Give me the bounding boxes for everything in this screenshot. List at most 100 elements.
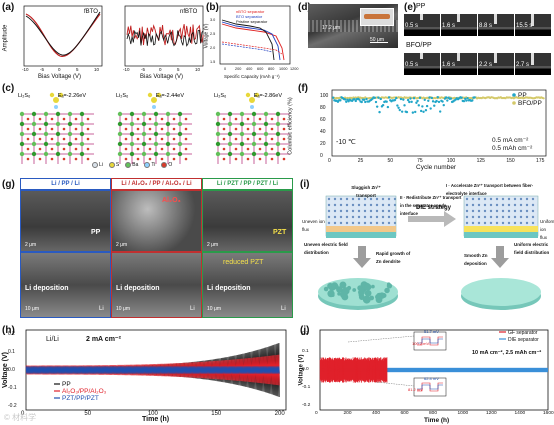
panel-f-point-pp bbox=[430, 96, 434, 100]
panel-i-left-flux: Uneven ion flux bbox=[302, 219, 325, 232]
panel-f-point-pp bbox=[374, 100, 378, 104]
panel-c-atom bbox=[251, 111, 257, 117]
panel-f-cond1: 0.5 mA cm⁻² bbox=[492, 137, 529, 144]
panel-d-scalebar bbox=[370, 42, 388, 43]
panel-i: (i) Sluggish Zn²⁺ transport Uneven ion f… bbox=[296, 178, 554, 320]
panel-b-curve-red bbox=[221, 23, 285, 61]
panel-c-legend-dot bbox=[108, 162, 115, 168]
panel-c-atom bbox=[67, 121, 73, 127]
panel-b-xtick: 0 bbox=[224, 67, 227, 71]
panel-c-atom bbox=[31, 141, 37, 147]
panel-j-ytick: -0.2 bbox=[302, 403, 311, 409]
panel-f-point-pp bbox=[427, 99, 430, 103]
panel-c-atom bbox=[263, 131, 269, 137]
panel-e-time: 0.5 s bbox=[405, 23, 419, 29]
panel-i-left-top: Sluggish Zn²⁺ transport bbox=[351, 185, 381, 198]
panel-d-inset bbox=[360, 8, 394, 26]
panel-d-sem-image: 17.2 μm 50 μm bbox=[308, 4, 398, 48]
panel-c-atom bbox=[43, 121, 49, 127]
panel-c-atom bbox=[215, 151, 221, 157]
panel-f-point-pp bbox=[402, 98, 405, 101]
panel-c-atom bbox=[263, 121, 269, 127]
panel-f-ytick: 60 bbox=[320, 117, 326, 123]
panel-h-ytick: 0.1 bbox=[8, 348, 15, 355]
panel-f-point-pp bbox=[373, 96, 376, 100]
panel-c-legend-dot bbox=[125, 162, 132, 168]
panel-f-point-pp bbox=[438, 110, 442, 113]
panel-c-structures: Li₂S₆ Eₐ=-2.26eV Li₂S₆ Eₐ=-2.44eV Li₂S₆ Eₐ=-2… bbox=[18, 92, 290, 164]
panel-i-right-bottom: Uniform electric field distribution bbox=[514, 242, 550, 255]
panel-g-label: (g) bbox=[2, 179, 15, 190]
panel-g-header-1: Li / Al₂O₃ / PP / Al₂O₃ / Li bbox=[111, 178, 202, 190]
panel-f-label: (f) bbox=[298, 83, 308, 94]
panel-b-legend-2: Pristine separator bbox=[236, 19, 268, 24]
panel-c-atom bbox=[43, 111, 49, 117]
panel-f-legend-marker-bfo bbox=[512, 101, 516, 105]
panel-a-left-xtick: -5 bbox=[40, 67, 45, 72]
panel-c-energy-2: Eₐ=-2.86eV bbox=[254, 93, 283, 99]
panel-j-plot bbox=[319, 329, 549, 411]
panel-c-structure-1: Li₂S₆ Eₐ=-2.44eV bbox=[116, 92, 192, 164]
panel-c-atom bbox=[67, 141, 73, 147]
panel-f-point-pp bbox=[398, 108, 401, 112]
panel-c-atom bbox=[79, 151, 85, 157]
panel-d-inset-scale: 17.2 μm bbox=[322, 25, 341, 31]
panel-f-point-pp bbox=[387, 96, 391, 99]
panel-a-left-xlabel: Bias Voltage (V) bbox=[38, 74, 82, 80]
panel-i-dendrite bbox=[331, 284, 337, 290]
panel-f-point-pp bbox=[400, 110, 404, 113]
panel-c-atom bbox=[129, 121, 135, 127]
panel-b-curve-blue bbox=[221, 21, 281, 61]
panel-a-left-xtick: 10 bbox=[94, 67, 100, 72]
panel-h-condition: 2 mA cm⁻² bbox=[86, 336, 121, 343]
panel-c-species: Li₂S₆ bbox=[116, 93, 128, 99]
panel-c-legend-text: S bbox=[115, 162, 120, 168]
panel-f-ytick: 40 bbox=[320, 129, 326, 135]
panel-f-xlabel: Cycle number bbox=[416, 164, 457, 171]
panel-b-legend-0: nBTO separator bbox=[236, 9, 265, 14]
panel-g-header-2: Li / PZT / PP / PZT / Li bbox=[202, 178, 293, 190]
panel-j-xlabel: Time (h) bbox=[424, 417, 450, 424]
panel-j-ytick: 0.1 bbox=[302, 348, 309, 354]
panel-a-left-frame bbox=[23, 5, 103, 67]
panel-f-point-pp bbox=[466, 96, 469, 100]
panel-c-legend-dot bbox=[161, 162, 168, 168]
panel-c-s-atom bbox=[53, 97, 59, 103]
panel-i-dendrite bbox=[352, 288, 357, 292]
panel-c-atom bbox=[263, 141, 269, 147]
panel-c-atom bbox=[177, 131, 183, 137]
panel-c-atom bbox=[117, 131, 123, 137]
panel-e-frame: 2.7 s bbox=[515, 53, 551, 75]
panel-c-species: Li₂S₆ bbox=[214, 93, 226, 99]
panel-c-atom bbox=[251, 141, 257, 147]
panel-e-droplet bbox=[494, 14, 497, 24]
panel-e-frame: 2.2 s bbox=[478, 53, 514, 75]
panel-j-inset2-val1: 81.2 mV bbox=[408, 387, 423, 392]
panel-g-header-0: Li / PP / Li bbox=[20, 178, 111, 190]
panel-c-atom bbox=[55, 111, 61, 117]
panel-f-point-pp bbox=[399, 97, 403, 101]
panel-a-left-title: fBTO bbox=[84, 9, 98, 15]
panel-h-legend-2: PZT/PP/PZT bbox=[62, 395, 99, 402]
panel-f-point-pp bbox=[433, 104, 436, 107]
panel-g-sem-top-0: PP 2 μm bbox=[20, 190, 111, 252]
panel-a: (a) fBTO nfBTO Amplitude Bias Voltage (V… bbox=[0, 0, 206, 82]
panel-f-ytick: 100 bbox=[320, 93, 329, 99]
panel-c-legend-dot bbox=[92, 162, 98, 168]
panel-f-ytick: 20 bbox=[320, 141, 326, 147]
panel-h-series-pzt bbox=[25, 366, 280, 374]
panel-f-legend-marker-pp bbox=[512, 93, 516, 97]
panel-g-top-tag-0: PP bbox=[91, 229, 101, 236]
panel-i-right-result: Smooth Zn deposition bbox=[464, 253, 488, 266]
panel-c-legend-dot bbox=[144, 162, 151, 168]
panel-c-legend-item: O bbox=[161, 162, 172, 168]
panel-c: (c) Li₂S₆ Eₐ=-2.26eV Li₂S₆ Eₐ=-2.44eV Li₂S₆ E… bbox=[0, 84, 294, 172]
panel-i-dendrite bbox=[346, 286, 351, 291]
panel-h-xtick: 50 bbox=[84, 411, 92, 417]
panel-j-inset2-val0: 62.4 mV bbox=[424, 376, 439, 381]
panel-c-atom bbox=[141, 131, 147, 137]
panel-f-point-pp bbox=[395, 96, 398, 100]
panel-e-frame: 0.5 s bbox=[404, 14, 440, 36]
panel-f-point-pp bbox=[396, 104, 399, 107]
panel-f-point-pp bbox=[436, 96, 440, 99]
